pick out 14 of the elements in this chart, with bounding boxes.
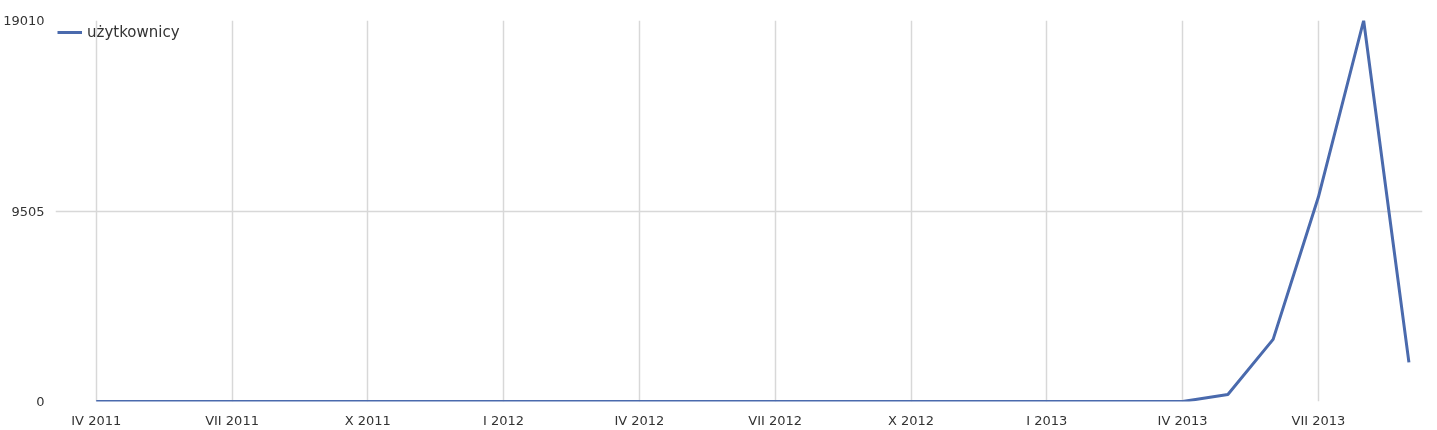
x-tick-label: X 2012 xyxy=(887,412,935,428)
y-tick-label: 0 xyxy=(36,394,45,409)
legend-label: użytkownicy xyxy=(87,23,180,41)
x-tick-label: X 2011 xyxy=(344,412,391,428)
x-tick-label: IV 2013 xyxy=(1157,412,1208,428)
y-tick-label: 9505 xyxy=(11,203,45,219)
x-tick-label: I 2013 xyxy=(1026,412,1068,428)
x-tick-label: VII 2012 xyxy=(748,412,803,428)
y-tick-label: 19010 xyxy=(3,13,45,28)
x-tick-label: VII 2013 xyxy=(1291,412,1346,428)
x-tick-label: VII 2011 xyxy=(205,412,259,428)
x-tick-label: IV 2011 xyxy=(71,412,122,428)
x-tick-label: I 2012 xyxy=(483,412,525,428)
x-tick-label: IV 2012 xyxy=(614,412,665,428)
